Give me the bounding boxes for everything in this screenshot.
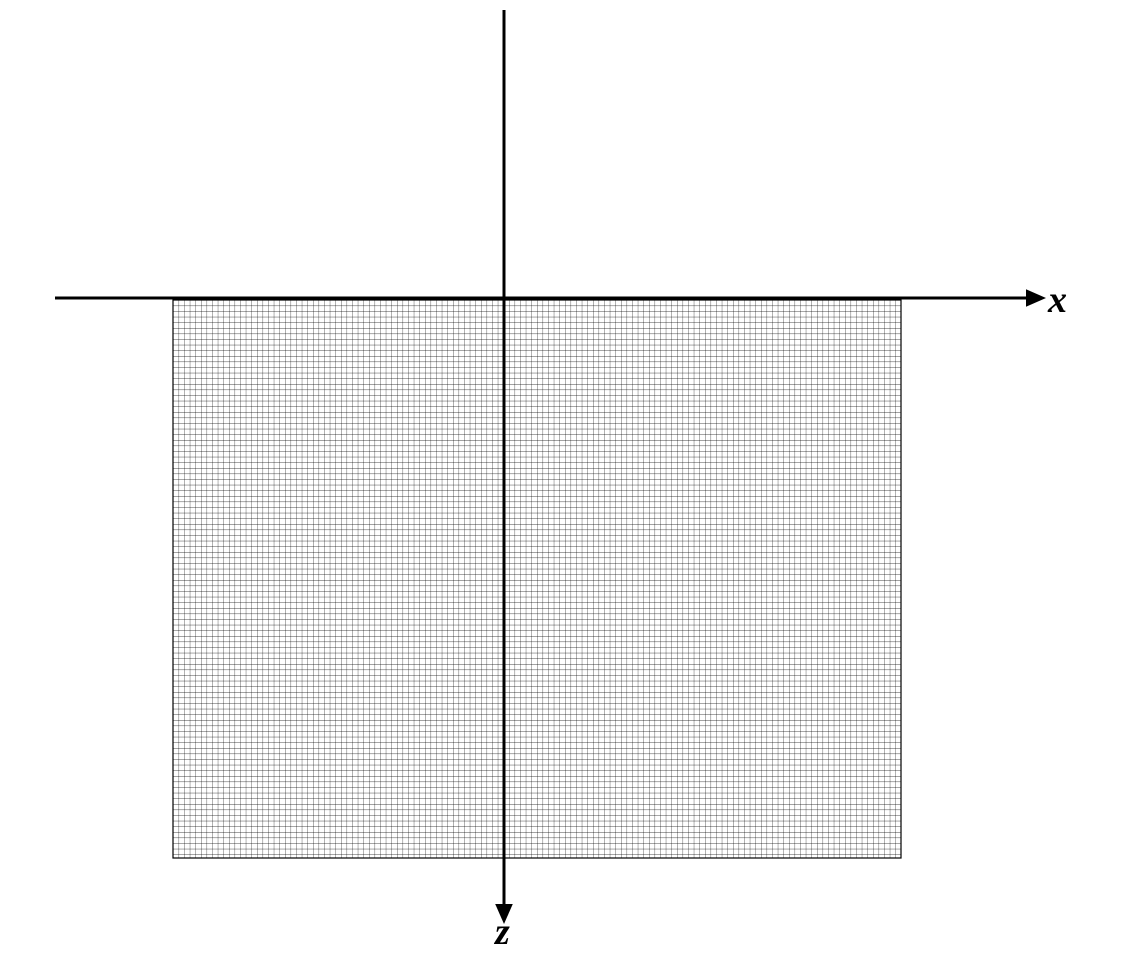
coordinate-diagram	[0, 0, 1126, 953]
diagram-container	[0, 0, 1126, 958]
z-axis-label: z	[495, 910, 510, 954]
x-axis-label: x	[1048, 278, 1067, 322]
